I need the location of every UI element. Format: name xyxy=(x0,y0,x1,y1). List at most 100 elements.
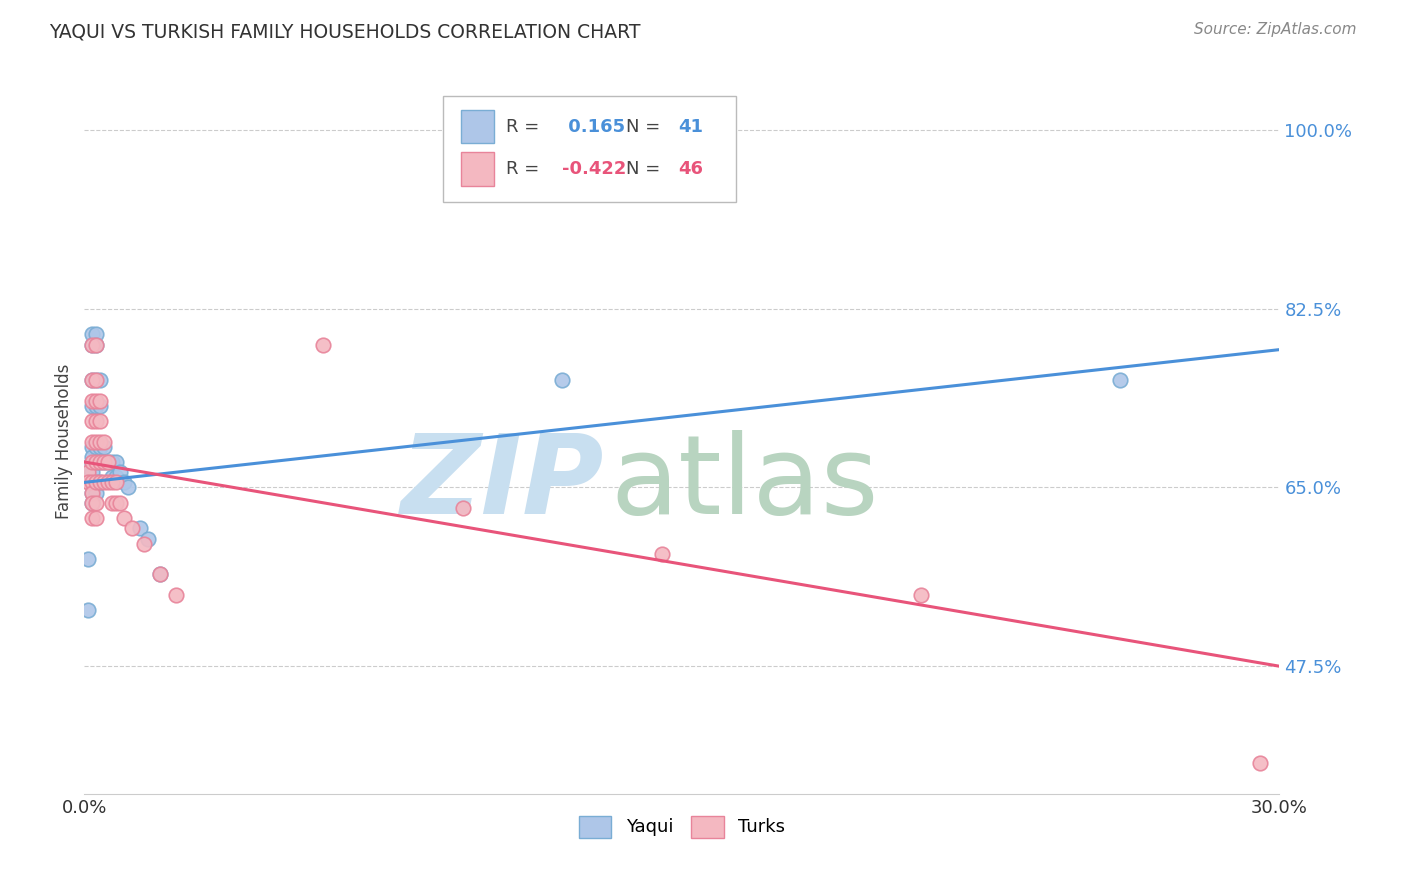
Point xyxy=(86,475,108,490)
Text: R =: R = xyxy=(506,160,546,178)
Point xyxy=(82,450,104,464)
Point xyxy=(82,337,104,351)
Point xyxy=(82,337,104,351)
Point xyxy=(129,521,152,535)
Point xyxy=(132,536,156,550)
Point xyxy=(82,465,104,479)
Point xyxy=(86,485,108,500)
Point xyxy=(82,485,104,500)
Point xyxy=(910,588,932,602)
Point xyxy=(82,440,104,454)
Point xyxy=(1109,373,1132,387)
Point xyxy=(86,440,108,454)
Point xyxy=(112,511,135,525)
Point xyxy=(89,455,111,469)
Point xyxy=(89,373,111,387)
Point xyxy=(86,337,108,351)
Point xyxy=(105,496,128,510)
Point xyxy=(82,475,104,490)
Point xyxy=(77,475,100,490)
Point xyxy=(97,455,120,469)
Point xyxy=(82,455,104,469)
Point xyxy=(651,547,673,561)
Point xyxy=(86,475,108,490)
Text: ZIP: ZIP xyxy=(401,430,605,537)
Point xyxy=(86,414,108,428)
Point xyxy=(93,475,115,490)
Point xyxy=(86,337,108,351)
Point xyxy=(82,373,104,387)
Point xyxy=(89,440,111,454)
Point xyxy=(149,567,172,582)
Point xyxy=(112,475,135,490)
Point xyxy=(82,327,104,342)
Point xyxy=(89,455,111,469)
Point xyxy=(82,399,104,413)
Point xyxy=(77,460,100,475)
Point xyxy=(89,434,111,449)
Text: R =: R = xyxy=(506,118,546,136)
Point xyxy=(101,470,124,484)
Point xyxy=(82,496,104,510)
Point xyxy=(93,455,115,469)
Point xyxy=(82,373,104,387)
Point xyxy=(93,434,115,449)
Point xyxy=(451,500,474,515)
Text: YAQUI VS TURKISH FAMILY HOUSEHOLDS CORRELATION CHART: YAQUI VS TURKISH FAMILY HOUSEHOLDS CORRE… xyxy=(49,22,641,41)
Point xyxy=(93,440,115,454)
Point xyxy=(1249,756,1271,771)
Point xyxy=(82,434,104,449)
Point xyxy=(77,603,100,617)
Text: 0.165: 0.165 xyxy=(562,118,626,136)
Point xyxy=(105,475,128,490)
Point xyxy=(110,496,132,510)
Point xyxy=(82,485,104,500)
Point xyxy=(165,588,187,602)
Text: atlas: atlas xyxy=(610,430,879,537)
Point xyxy=(93,455,115,469)
Point xyxy=(105,455,128,469)
Point xyxy=(117,481,139,495)
FancyBboxPatch shape xyxy=(443,96,735,202)
Point xyxy=(86,434,108,449)
Point xyxy=(82,414,104,428)
Legend: Yaqui, Turks: Yaqui, Turks xyxy=(571,808,793,845)
Point xyxy=(101,475,124,490)
Point xyxy=(89,414,111,428)
Point xyxy=(89,475,111,490)
Point xyxy=(89,475,111,490)
Point xyxy=(121,521,143,535)
Point xyxy=(86,393,108,408)
Y-axis label: Family Households: Family Households xyxy=(55,364,73,519)
FancyBboxPatch shape xyxy=(461,110,495,144)
Point xyxy=(136,532,159,546)
Point xyxy=(97,475,120,490)
Point xyxy=(86,455,108,469)
Point xyxy=(89,399,111,413)
Text: N =: N = xyxy=(626,118,665,136)
Point xyxy=(86,399,108,413)
FancyBboxPatch shape xyxy=(461,152,495,186)
Text: Source: ZipAtlas.com: Source: ZipAtlas.com xyxy=(1194,22,1357,37)
Point xyxy=(77,465,100,479)
Point xyxy=(82,475,104,490)
Text: -0.422: -0.422 xyxy=(562,160,627,178)
Point xyxy=(82,393,104,408)
Point xyxy=(97,455,120,469)
Text: 46: 46 xyxy=(678,160,703,178)
Point xyxy=(101,496,124,510)
Point xyxy=(82,511,104,525)
Point xyxy=(86,327,108,342)
Point xyxy=(82,496,104,510)
Point xyxy=(89,393,111,408)
Text: N =: N = xyxy=(626,160,665,178)
Point xyxy=(312,337,335,351)
Point xyxy=(86,496,108,510)
Point xyxy=(86,373,108,387)
Point xyxy=(86,455,108,469)
Point xyxy=(77,552,100,566)
Point xyxy=(110,465,132,479)
Point xyxy=(101,455,124,469)
Text: 41: 41 xyxy=(678,118,703,136)
Point xyxy=(86,373,108,387)
